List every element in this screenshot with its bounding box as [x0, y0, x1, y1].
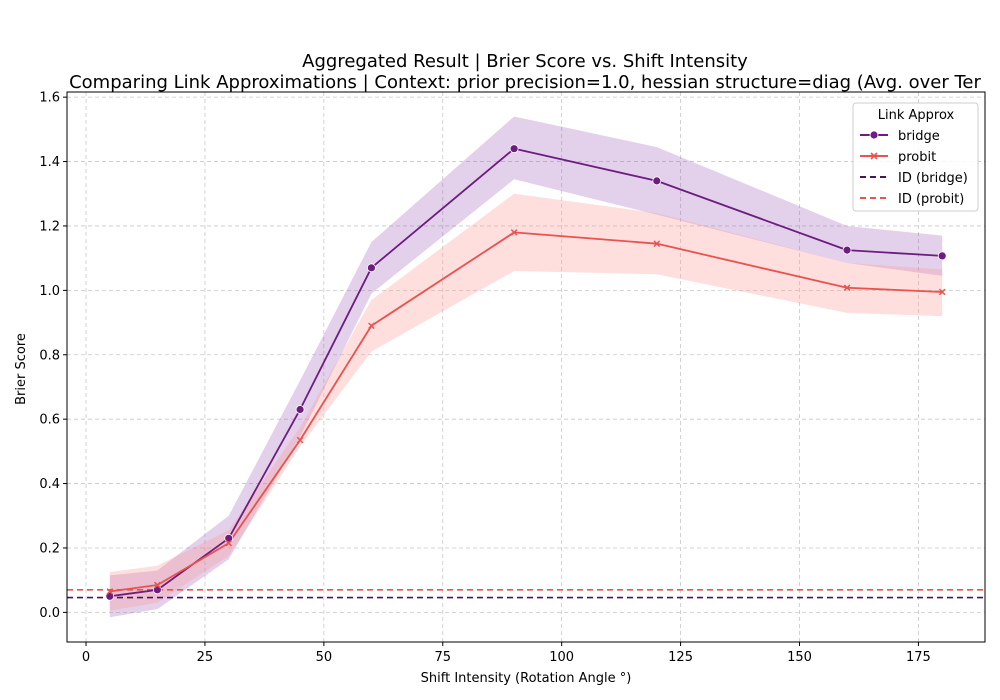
legend-title: Link Approx — [878, 108, 955, 123]
legend: Link Approx bridge probit ID (bridge) ID… — [852, 102, 979, 212]
reference-lines — [67, 589, 985, 599]
legend-box — [852, 102, 979, 212]
legend-label-bridge: bridge — [898, 129, 940, 144]
marker-probit-0 — [106, 588, 114, 595]
y-tick-label-2: 0.4 — [39, 477, 60, 492]
legend-marker-bridge — [869, 130, 879, 140]
x-tick-label-3: 75 — [434, 650, 451, 665]
band-probit — [109, 193, 943, 611]
x-tick-label-1: 25 — [197, 650, 214, 665]
y-axis-label: Brier Score — [14, 333, 29, 405]
y-axis-ticks: 0.0 0.2 0.4 0.6 0.8 1.0 1.2 1.4 1.6 — [39, 91, 67, 621]
legend-marker-probit — [870, 152, 878, 160]
x-axis-label: Shift Intensity (Rotation Angle °) — [421, 671, 632, 686]
x-tick-label-2: 50 — [316, 650, 333, 665]
x-tick-label-4: 100 — [549, 650, 574, 665]
marker-probit-5 — [510, 229, 518, 236]
marker-probit-2 — [225, 539, 233, 547]
marker-bridge-6 — [652, 176, 662, 186]
marker-probit-1 — [154, 581, 161, 589]
x-tick-label-6: 150 — [787, 650, 812, 665]
marker-probit-6 — [653, 240, 661, 247]
x-axis-ticks: 0 25 50 75 100 125 150 175 — [82, 642, 931, 665]
x-tick-label-0: 0 — [82, 650, 90, 665]
series-markers — [105, 144, 947, 601]
marker-bridge-3 — [295, 405, 305, 414]
y-tick-label-6: 1.2 — [39, 219, 60, 234]
legend-label-id-probit: ID (probit) — [898, 192, 964, 207]
plot-frame — [66, 91, 986, 643]
y-tick-label-0: 0.0 — [39, 606, 60, 621]
chart-subtitle: Comparing Link Approximations | Context:… — [69, 72, 981, 93]
y-tick-label-8: 1.6 — [39, 91, 60, 106]
marker-bridge-4 — [367, 263, 376, 273]
grid-lines — [67, 92, 985, 642]
y-tick-label-5: 1.0 — [39, 284, 60, 299]
y-tick-label-4: 0.8 — [39, 348, 60, 363]
marker-probit-7 — [843, 284, 851, 292]
y-tick-label-7: 1.4 — [39, 155, 60, 170]
y-tick-label-1: 0.2 — [39, 541, 60, 556]
marker-bridge-8 — [937, 251, 947, 261]
chart-title: Aggregated Result | Brier Score vs. Shif… — [302, 51, 748, 72]
band-bridge — [109, 116, 943, 618]
confidence-bands — [109, 116, 943, 618]
marker-probit-8 — [938, 288, 946, 296]
legend-label-id-bridge: ID (bridge) — [898, 171, 968, 186]
marker-bridge-5 — [509, 144, 519, 154]
legend-label-probit: probit — [898, 150, 936, 165]
x-tick-label-7: 175 — [906, 650, 931, 665]
marker-bridge-7 — [842, 245, 852, 255]
y-tick-label-3: 0.6 — [39, 413, 60, 428]
marker-probit-4 — [368, 322, 375, 330]
x-tick-label-5: 125 — [668, 650, 693, 665]
marker-probit-3 — [296, 436, 304, 444]
